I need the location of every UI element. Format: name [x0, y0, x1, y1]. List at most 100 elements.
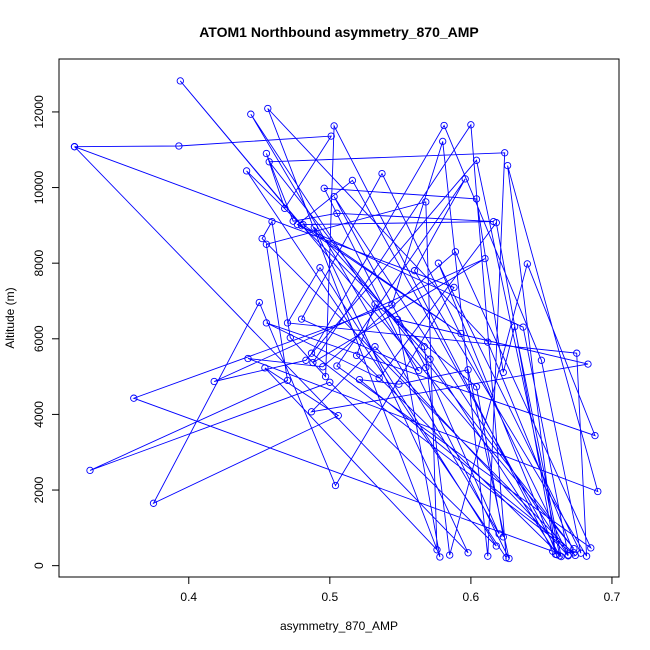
data-point-106	[510, 323, 519, 331]
data-point-4	[262, 149, 271, 158]
data-point-35	[70, 143, 79, 151]
data-point-104	[472, 195, 481, 203]
data-point-9	[457, 329, 465, 338]
data-point-74	[481, 254, 489, 263]
y-tick-label: 0	[32, 562, 46, 569]
data-point-105	[499, 368, 507, 377]
data-point-71	[502, 554, 510, 562]
data-point-44	[262, 240, 271, 248]
data-point-109	[371, 300, 379, 308]
data-point-107	[557, 552, 565, 561]
data-point-26	[307, 349, 316, 357]
data-point-21	[321, 372, 330, 381]
data-point-79	[348, 176, 357, 185]
data-point-3	[281, 204, 289, 213]
data-point-55	[333, 362, 341, 370]
data-point-27	[440, 121, 448, 130]
x-tick-label: 0.5	[321, 590, 338, 604]
data-point-20	[330, 122, 338, 130]
series-lines	[74, 80, 599, 560]
data-point-101	[464, 366, 472, 374]
data-point-73	[309, 358, 317, 367]
data-point-78	[556, 552, 564, 560]
data-point-52	[582, 552, 591, 560]
y-axis: 0 2000 4000 6000 8000 10000 12000	[32, 95, 60, 569]
data-point-36	[450, 283, 458, 292]
data-point-57	[451, 248, 460, 256]
data-point-92	[307, 408, 316, 416]
data-point-63	[492, 219, 500, 227]
data-point-6	[333, 209, 341, 217]
data-point-38	[255, 298, 263, 307]
data-point-48	[492, 542, 500, 550]
data-point-90	[564, 552, 572, 560]
data-point-1	[175, 142, 183, 150]
y-tick-label: 8000	[32, 250, 46, 277]
data-point-42	[433, 546, 441, 554]
data-point-103	[320, 184, 328, 192]
data-point-30	[434, 259, 443, 267]
data-point-65	[262, 319, 271, 327]
data-point-15	[484, 552, 492, 560]
series-line-0	[74, 80, 599, 560]
data-point-60	[594, 487, 602, 496]
data-point-83	[378, 169, 386, 178]
data-point-12	[570, 544, 578, 553]
data-point-99	[355, 375, 364, 384]
data-point-13	[265, 158, 273, 166]
data-point-17	[388, 301, 396, 309]
x-tick-label: 0.4	[180, 590, 197, 604]
data-point-69	[420, 343, 428, 351]
data-point-89	[330, 192, 338, 201]
data-point-88	[422, 363, 430, 372]
data-point-85	[415, 366, 423, 375]
data-point-16	[439, 137, 447, 146]
data-point-95	[436, 553, 444, 561]
data-point-68	[446, 551, 454, 559]
data-point-94	[393, 315, 402, 324]
data-point-49	[316, 264, 324, 272]
data-point-108	[352, 351, 361, 360]
data-point-93	[584, 360, 592, 368]
y-tick-label: 12000	[32, 95, 46, 129]
series-points	[70, 77, 602, 563]
data-point-23	[268, 217, 276, 226]
x-tick-label: 0.7	[604, 590, 621, 604]
data-point-72	[467, 121, 475, 129]
data-point-54	[461, 175, 469, 183]
data-point-2	[327, 132, 335, 140]
data-point-45	[283, 376, 292, 385]
data-point-47	[326, 378, 334, 386]
data-point-29	[577, 549, 585, 557]
data-point-56	[587, 544, 595, 552]
data-point-98	[570, 549, 578, 557]
data-point-43	[422, 198, 430, 206]
data-point-53	[410, 267, 419, 275]
x-axis-label: asymmetry_870_AMP	[280, 619, 398, 633]
data-point-34	[464, 549, 472, 557]
data-point-84	[297, 315, 306, 323]
data-point-50	[283, 319, 292, 327]
chart-title: ATOM1 Northbound asymmetry_870_AMP	[199, 24, 479, 40]
y-tick-label: 4000	[32, 401, 46, 428]
y-tick-label: 6000	[32, 325, 46, 352]
data-point-22	[286, 334, 294, 342]
data-point-59	[244, 354, 252, 363]
data-point-110	[472, 383, 481, 391]
x-tick-label: 0.6	[463, 590, 480, 604]
x-axis: 0.4 0.5 0.6 0.7	[180, 576, 621, 604]
data-point-10	[297, 222, 306, 230]
data-point-86	[247, 110, 255, 118]
data-point-33	[310, 223, 318, 231]
data-point-40	[334, 411, 342, 420]
data-point-24	[258, 234, 266, 243]
data-point-11	[176, 77, 184, 85]
data-point-61	[503, 161, 512, 170]
data-point-70	[242, 167, 251, 175]
data-point-18	[130, 394, 138, 402]
data-point-28	[537, 356, 546, 364]
data-point-14	[501, 149, 509, 157]
data-point-67	[523, 260, 531, 268]
data-point-96	[264, 104, 272, 113]
